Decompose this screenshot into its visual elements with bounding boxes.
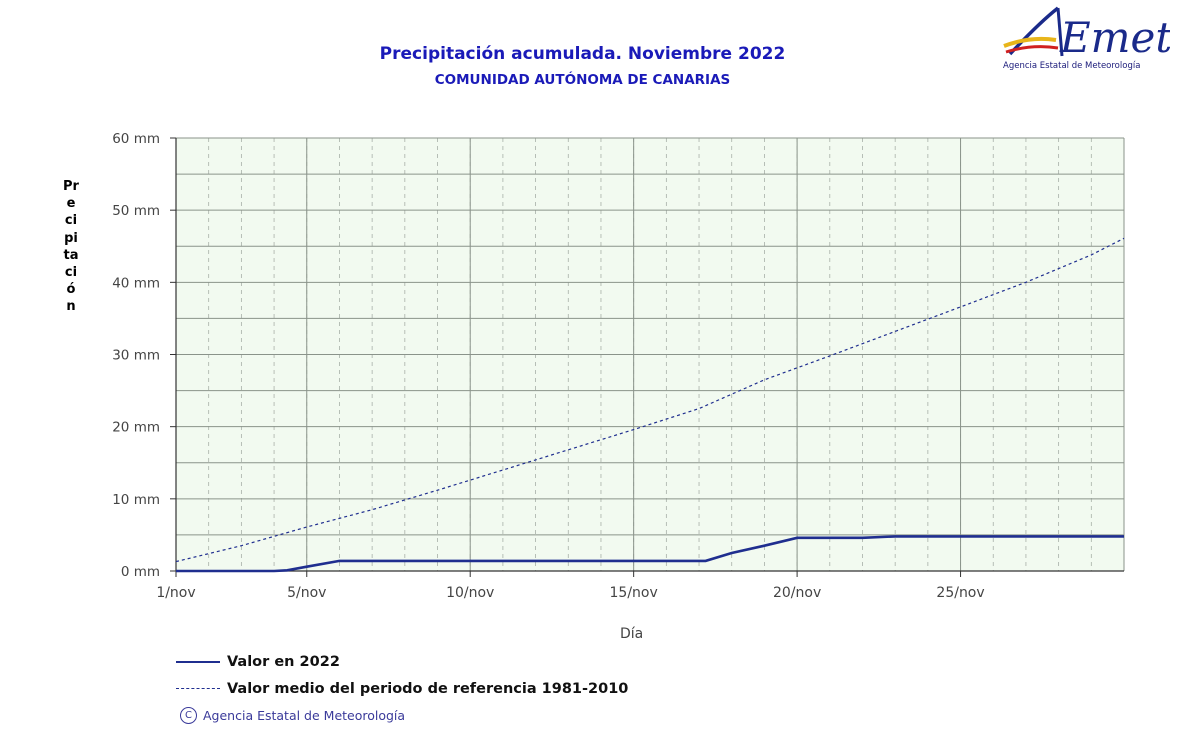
x-tick-label: 10/nov: [446, 585, 494, 601]
legend: Valor en 2022 Valor medio del periodo de…: [176, 648, 628, 702]
y-tick-label: 60 mm: [112, 131, 160, 147]
aemet-logo: Emet: [1003, 6, 1170, 62]
series: [175, 237, 1125, 573]
copyright-text: Agencia Estatal de Meteorología: [203, 708, 406, 723]
axes: [170, 137, 1125, 577]
legend-swatch-solid: [176, 660, 220, 663]
x-tick-label: 15/nov: [610, 585, 658, 601]
x-tick-label: 25/nov: [936, 585, 984, 601]
y-tick-label: 50 mm: [112, 203, 160, 219]
series-reference-line: [175, 237, 1125, 563]
y-tick-label: 20 mm: [112, 420, 160, 436]
grid: [176, 138, 1124, 571]
svg-text:Emet: Emet: [1059, 13, 1170, 62]
logo-caption: Agencia Estatal de Meteorología: [1003, 61, 1141, 71]
legend-label: Valor medio del periodo de referencia 19…: [227, 680, 629, 697]
y-tick-label: 30 mm: [112, 348, 160, 364]
x-tick-label: 20/nov: [773, 585, 821, 601]
legend-item-2022: Valor en 2022: [176, 648, 628, 675]
legend-label: Valor en 2022: [227, 653, 340, 670]
y-tick-label: 40 mm: [112, 275, 160, 291]
tick-labels: 0 mm 10 mm 20 mm 30 mm 40 mm 50 mm 60 mm 1/nov 5…: [112, 131, 984, 601]
x-axis-label: Día: [620, 626, 644, 642]
y-tick-label: 10 mm: [112, 492, 160, 508]
chart-subtitle: COMUNIDAD AUTÓNOMA DE CANARIAS: [434, 72, 731, 88]
legend-item-reference: Valor medio del periodo de referencia 19…: [176, 675, 628, 702]
x-tick-label: 5/nov: [287, 585, 326, 601]
copyright-notice: C Agencia Estatal de Meteorología: [180, 707, 405, 724]
series-2022-line: [176, 535, 1124, 573]
chart-title: Precipitación acumulada. Noviembre 2022: [379, 44, 786, 64]
copyright-icon: C: [180, 707, 197, 724]
x-tick-label: 1/nov: [156, 585, 195, 601]
legend-swatch-dashed: [176, 688, 220, 689]
y-tick-label: 0 mm: [121, 564, 160, 580]
y-axis-label: Precipitación: [63, 179, 79, 315]
